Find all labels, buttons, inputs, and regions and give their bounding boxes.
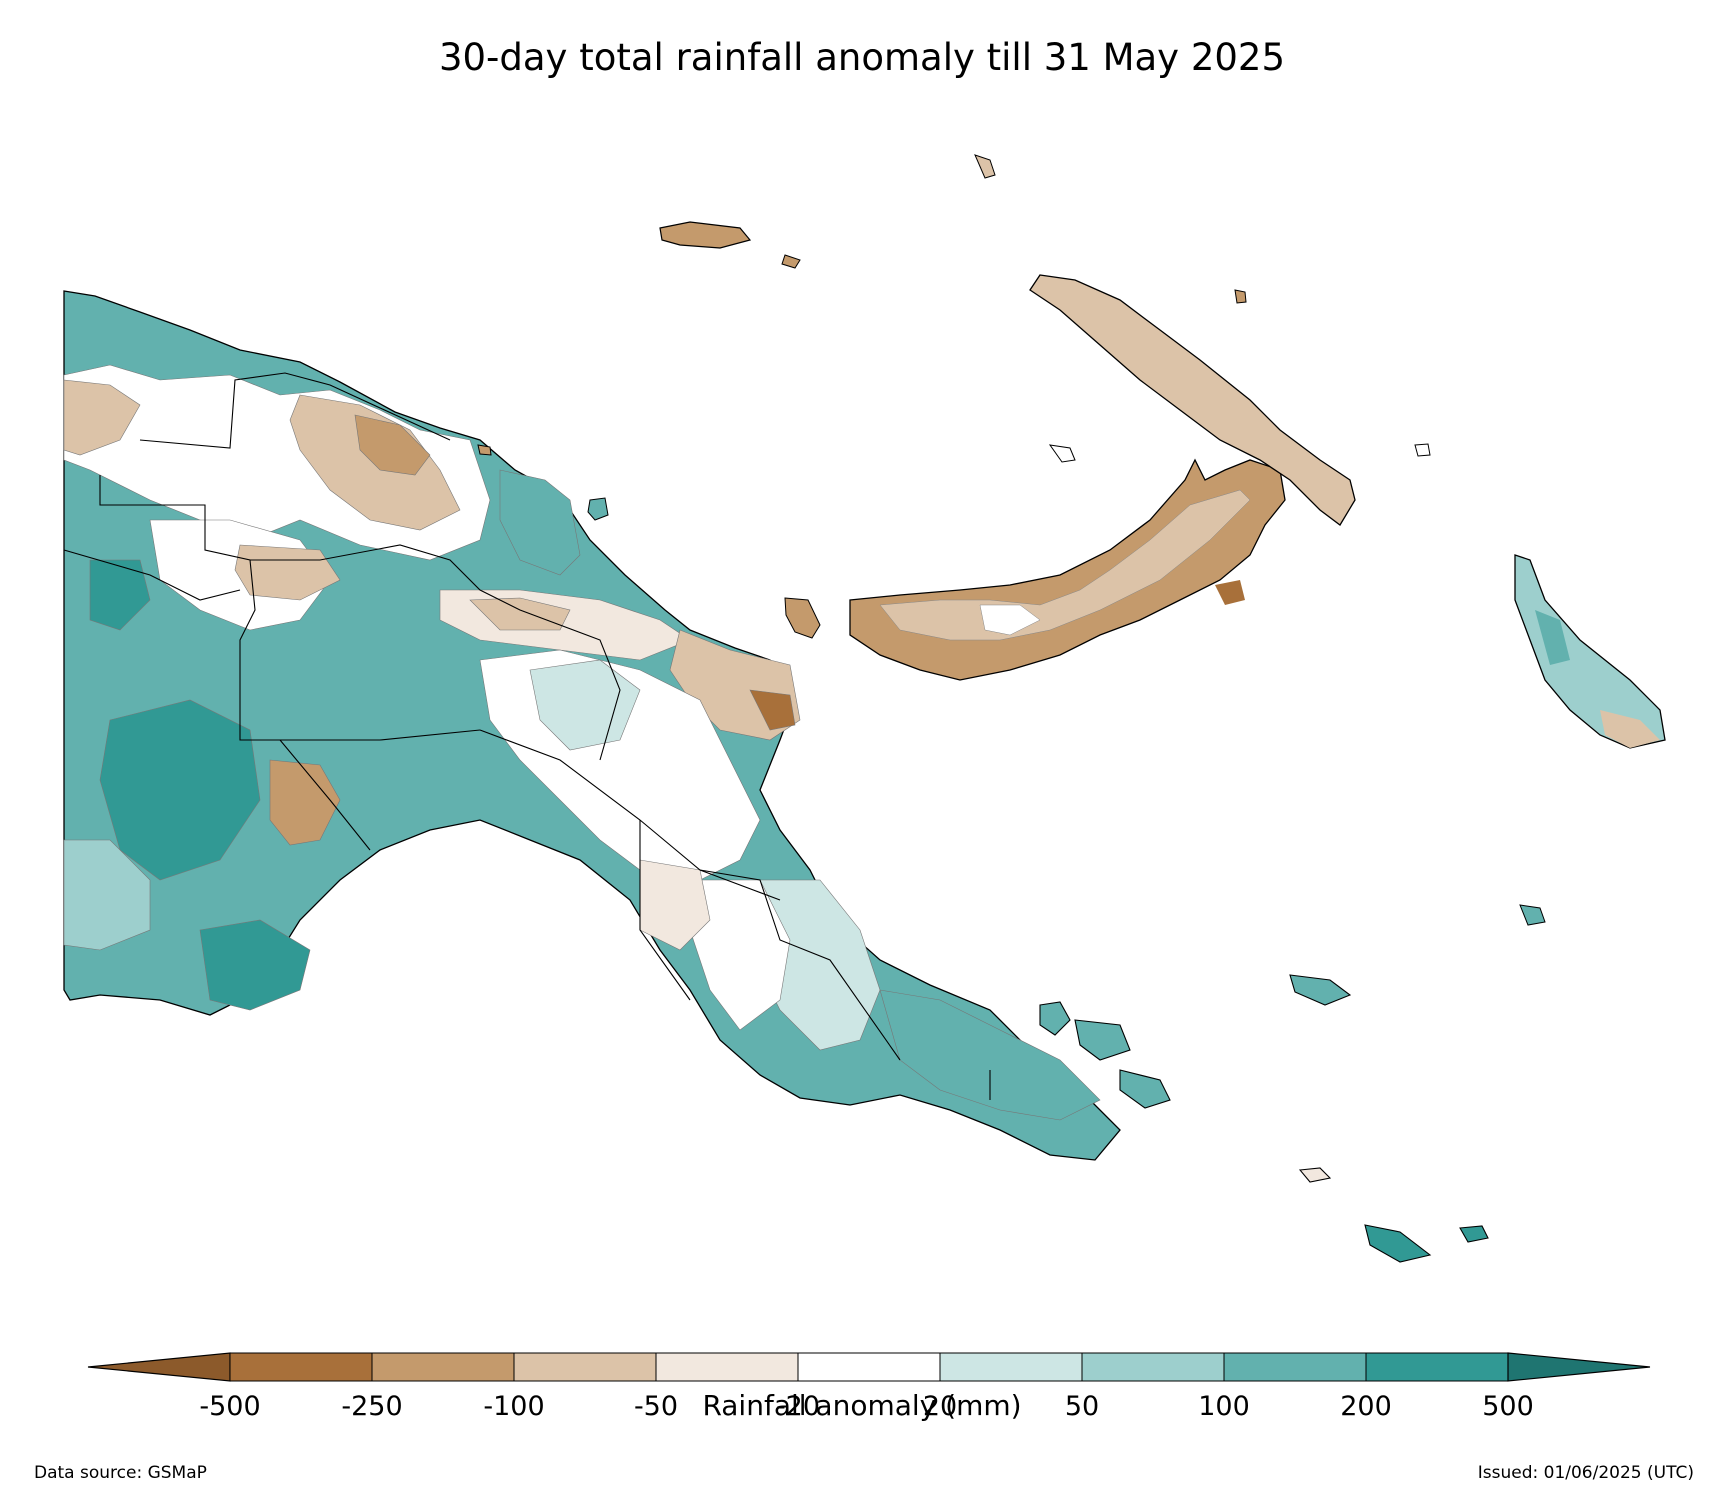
boundary-line-2 <box>139 372 451 449</box>
bougainville-dry <box>1600 710 1660 748</box>
colorbar-extend-low <box>87 1352 231 1382</box>
dallmann-island <box>1519 904 1546 926</box>
tick-label: -250 <box>341 1391 402 1422</box>
goodenough-island <box>1039 1001 1071 1036</box>
map-title: 30-day total rainfall anomaly till 31 Ma… <box>438 36 1286 79</box>
colorbar: -500 -250 -100 -50 -20 20 50 100 200 500 <box>87 1352 1651 1422</box>
bougainville <box>1514 554 1666 749</box>
colorbar-bin-2 <box>371 1352 515 1382</box>
normanby-island <box>1119 1069 1171 1109</box>
new-britain-strong <box>1215 580 1245 605</box>
new-britain-white <box>979 604 1041 636</box>
manus-island <box>659 221 752 249</box>
woodlark-island <box>1298 1167 1332 1183</box>
tick-label: 50 <box>1065 1391 1099 1422</box>
tick-label: 200 <box>1340 1391 1392 1422</box>
patch-south-deep <box>199 919 311 1011</box>
colorbar-bin-8 <box>1223 1352 1367 1382</box>
tick-label: -100 <box>483 1391 544 1422</box>
colorbar-bin-6 <box>939 1352 1083 1382</box>
colorbar-extend-high <box>1507 1352 1651 1382</box>
new-ireland-landmass <box>1029 274 1356 526</box>
lou-island <box>781 254 801 269</box>
boundary-line-7 <box>699 869 901 1061</box>
wuvulu-island <box>477 444 492 456</box>
new-ireland <box>1029 274 1356 526</box>
patch-southeast-tip-wet <box>879 989 1101 1121</box>
patch-dry-north-strong <box>354 414 431 476</box>
tick-label: 20 <box>923 1391 957 1422</box>
karkar-island <box>587 497 609 521</box>
patch-southwest-deep <box>99 699 261 881</box>
patch-highlands-dry-core <box>469 597 571 631</box>
tick-label: -50 <box>634 1391 678 1422</box>
misima-island <box>1364 1224 1432 1263</box>
patch-south-central-dry <box>269 759 341 846</box>
colorbar-label: Rainfall anomaly (mm) <box>702 1389 1022 1422</box>
feni-island <box>1414 443 1431 457</box>
tick-label: -500 <box>199 1391 260 1422</box>
patch-southeast-white <box>689 879 791 1031</box>
new-britain-light <box>879 489 1251 641</box>
bougainville-wet <box>1535 610 1570 665</box>
mainland-anomaly-patches <box>63 364 1101 1121</box>
southeast-islands <box>1039 974 1489 1263</box>
tick-label: 500 <box>1482 1391 1534 1422</box>
patch-mid-dry <box>234 544 341 601</box>
tick-label: 100 <box>1198 1391 1250 1422</box>
colorbar-bin-5 <box>797 1352 941 1382</box>
issued-date-note: Issued: 01/06/2025 (UTC) <box>1477 1463 1694 1483</box>
small-islands <box>477 154 1546 926</box>
mussau-island <box>974 154 996 179</box>
fergusson-island <box>1074 1019 1131 1061</box>
boundary-line-6 <box>639 820 691 1001</box>
province-boundaries <box>63 372 991 1100</box>
boundary-line-3 <box>250 544 621 761</box>
colorbar-bin-7 <box>1081 1352 1225 1382</box>
boundary-line-1 <box>99 475 481 741</box>
patch-dry-west <box>63 379 141 456</box>
trobriand-island <box>1289 974 1352 1006</box>
colorbar-bin-1 <box>229 1352 373 1382</box>
patch-wet-north-coast <box>499 469 581 576</box>
colorbar-ticks: -500 -250 -100 -50 -20 20 50 100 200 500 <box>199 1391 1533 1422</box>
umboi-island <box>1048 444 1076 463</box>
colorbar-bin-9 <box>1365 1352 1509 1382</box>
new-britain-landmass <box>849 458 1286 681</box>
colorbar-bin-4 <box>655 1352 799 1382</box>
tick-label: -20 <box>776 1391 820 1422</box>
patch-southwest-light <box>63 839 151 951</box>
bougainville-landmass <box>1514 554 1666 749</box>
boundary-west-north <box>63 549 241 601</box>
new-britain <box>849 458 1286 681</box>
rossel-island <box>1459 1225 1489 1243</box>
lihir-island <box>1234 289 1247 304</box>
colorbar-bin-3 <box>513 1352 657 1382</box>
patch-central-lightteal <box>529 659 641 751</box>
data-source-note: Data source: GSMaP <box>34 1463 207 1483</box>
patch-east-dry-core <box>749 689 796 731</box>
long-island <box>784 597 821 639</box>
boundary-line-4 <box>279 739 371 851</box>
patch-west-deep <box>89 559 151 631</box>
